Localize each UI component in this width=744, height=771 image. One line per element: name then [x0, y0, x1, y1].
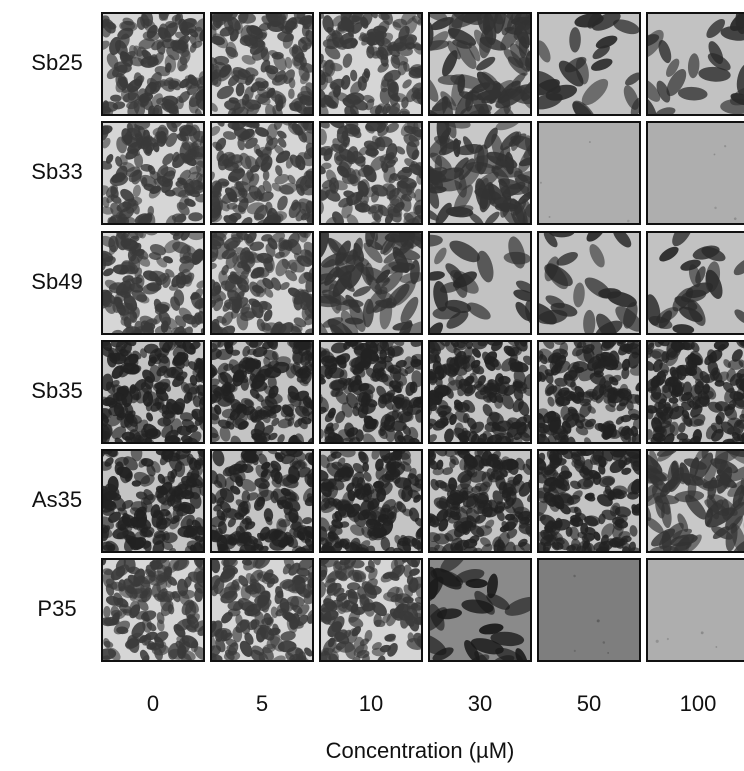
column-label: 100	[680, 691, 717, 716]
micrograph	[638, 332, 744, 452]
micrograph	[311, 445, 430, 563]
cell-body	[410, 382, 418, 394]
row-label: Sb35	[31, 378, 82, 403]
micrograph	[308, 217, 436, 348]
micrograph	[420, 332, 539, 453]
row-label: As35	[32, 487, 82, 512]
micrograph	[537, 558, 641, 662]
micrograph	[646, 558, 744, 662]
micrograph	[311, 113, 431, 235]
micrograph-background	[537, 558, 641, 662]
micrograph	[312, 3, 431, 124]
micrograph	[646, 121, 744, 225]
micrograph	[200, 4, 321, 122]
micrograph	[413, 111, 543, 231]
cell-body	[288, 89, 295, 100]
column-label: 0	[147, 691, 159, 716]
micrograph	[416, 231, 539, 346]
micrograph	[528, 440, 650, 560]
micrograph	[634, 5, 744, 130]
micrograph	[202, 549, 323, 672]
micrograph	[91, 4, 215, 124]
micrograph	[530, 334, 647, 451]
cell-body	[247, 411, 253, 421]
micrograph	[642, 216, 744, 335]
cell-body	[269, 540, 286, 551]
column-label: 5	[256, 691, 268, 716]
micrograph	[92, 223, 211, 342]
column-label: 30	[468, 691, 492, 716]
micrograph	[97, 551, 212, 671]
cell-body	[365, 148, 379, 156]
micrograph-background	[646, 558, 744, 662]
micrograph	[94, 440, 212, 561]
x-axis-label: Concentration (µM)	[326, 738, 515, 763]
micrograph	[527, 220, 647, 344]
micrograph	[313, 550, 432, 670]
row-label: P35	[37, 596, 76, 621]
micrograph-background	[537, 121, 641, 225]
cell-body	[103, 606, 110, 618]
column-label: 10	[359, 691, 383, 716]
micrograph	[419, 440, 540, 561]
micrograph-background	[646, 121, 744, 225]
micrograph	[202, 330, 323, 452]
row-label: Sb49	[31, 269, 82, 294]
cell-body	[586, 389, 598, 397]
micrograph	[92, 112, 212, 234]
micrograph	[203, 441, 322, 561]
micrograph	[410, 544, 541, 672]
row-label: Sb33	[31, 159, 82, 184]
micrograph	[416, 0, 546, 129]
row-label: Sb25	[31, 50, 82, 75]
column-label: 50	[577, 691, 601, 716]
micrograph	[537, 121, 641, 225]
micrograph	[202, 112, 323, 232]
micrograph	[312, 331, 431, 453]
micrograph	[202, 222, 321, 343]
micrograph	[633, 439, 744, 570]
micrograph	[94, 332, 213, 451]
micrograph	[528, 8, 644, 131]
cell-body	[274, 471, 283, 484]
